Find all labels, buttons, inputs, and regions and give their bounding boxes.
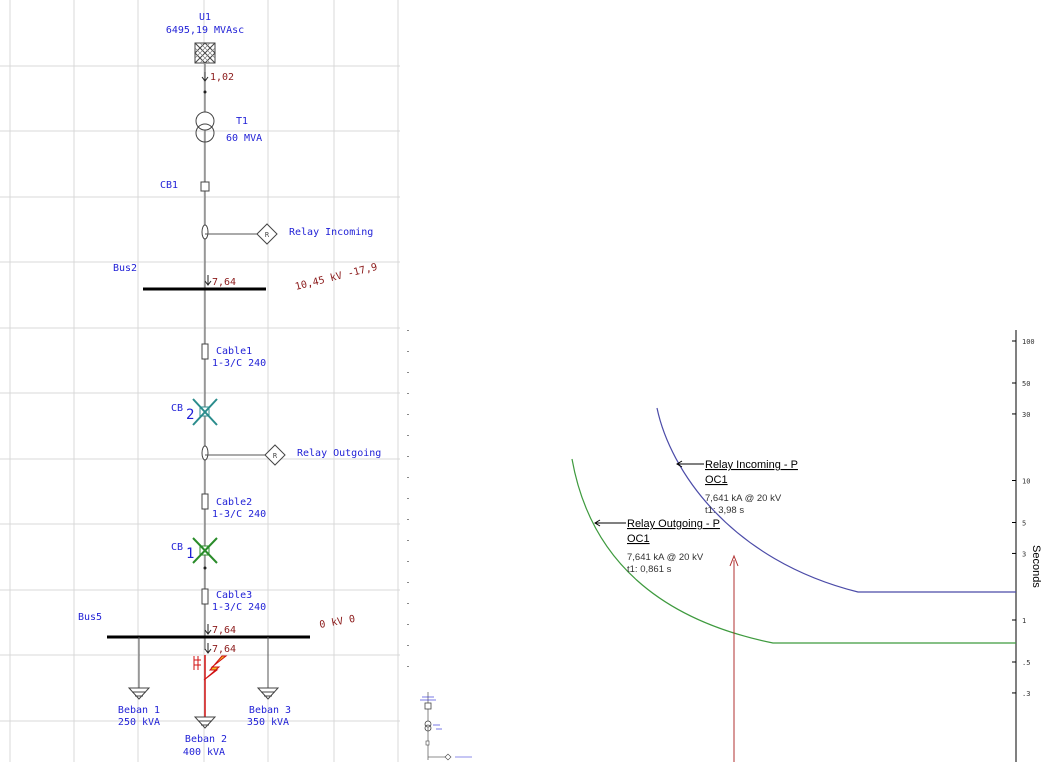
relay-incoming-annotation[interactable]: Relay Incoming - P OC1 7,641 kA @ 20 kV … bbox=[676, 459, 798, 516]
load2-ground-icon[interactable] bbox=[193, 716, 217, 729]
current-arrow-icon bbox=[204, 643, 212, 654]
load1-name: Beban 1 bbox=[118, 705, 160, 716]
load1-rating: 250 kVA bbox=[118, 717, 160, 728]
tcc-y-axis-label: Seconds bbox=[1030, 545, 1042, 588]
utility-source-icon[interactable] bbox=[194, 42, 216, 64]
cb1-breaker-icon[interactable] bbox=[200, 181, 210, 192]
ct-incoming-icon[interactable] bbox=[201, 224, 209, 240]
tcc-y-tick-label: 100 bbox=[1022, 338, 1035, 346]
cable2-spec: 1-3/C 240 bbox=[212, 509, 266, 520]
relay-incoming-label: Relay Incoming bbox=[289, 227, 373, 238]
load3-rating: 350 kVA bbox=[247, 717, 289, 728]
tcc-y-tick-label: .5 bbox=[1022, 659, 1030, 667]
tcc-canvas[interactable]: 100 50 30 10 5 3 1 .5 .3 Seconds Relay Incoming … bbox=[400, 0, 1048, 762]
load2-rating: 400 kVA bbox=[183, 747, 225, 758]
relay-outgoing-subtitle: OC1 bbox=[627, 533, 650, 545]
fault-current-marker[interactable] bbox=[729, 554, 739, 762]
relay-outgoing-label: Relay Outgoing bbox=[297, 448, 381, 459]
bus5-label: Bus5 bbox=[78, 612, 102, 623]
svg-text:R: R bbox=[265, 231, 270, 239]
load2-name: Beban 2 bbox=[185, 734, 227, 745]
fault-lightning-icon[interactable] bbox=[193, 655, 228, 718]
current-arrow-icon bbox=[204, 275, 212, 286]
one-line-diagram[interactable]: U1 6495,19 MVAsc 1,02 T1 60 MVA CB1 R Re… bbox=[0, 0, 400, 762]
cb2-prefix: CB bbox=[171, 403, 183, 414]
transformer-icon[interactable] bbox=[195, 111, 215, 143]
load3-ground-icon[interactable] bbox=[256, 637, 280, 700]
tcc-y-tick-label: 5 bbox=[1022, 519, 1026, 527]
cable1-icon[interactable] bbox=[201, 343, 209, 360]
tcc-y-tick-label: 10 bbox=[1022, 478, 1030, 486]
load1-ground-icon[interactable] bbox=[127, 637, 151, 700]
bus5-current-fault: 7,64 bbox=[212, 644, 236, 655]
cable3-name: Cable3 bbox=[216, 590, 252, 601]
bus5-voltage: 0 kV 0 bbox=[319, 614, 356, 631]
transformer-rating: 60 MVA bbox=[226, 133, 262, 144]
current-arrow-icon bbox=[201, 72, 209, 82]
bus2-voltage: 10,45 kV -17,9 bbox=[294, 262, 378, 293]
cb3-number: 1 bbox=[186, 546, 194, 562]
relay-incoming-t1: t1: 3,98 s bbox=[705, 505, 744, 516]
bus5-current-in: 7,64 bbox=[212, 625, 236, 636]
relay-incoming-title: Relay Incoming - P bbox=[705, 459, 798, 471]
source-name: U1 bbox=[199, 12, 211, 23]
tcc-y-tick-label: 3 bbox=[1022, 550, 1026, 558]
cable1-spec: 1-3/C 240 bbox=[212, 358, 266, 369]
tcc-y-ticks: 100 50 30 10 5 3 1 .5 .3 bbox=[1012, 338, 1035, 698]
current-arrow-icon bbox=[204, 624, 212, 635]
one-line-canvas[interactable]: U1 6495,19 MVAsc 1,02 T1 60 MVA CB1 R Re… bbox=[0, 0, 400, 762]
diagram-minimap-thumbnail[interactable] bbox=[420, 692, 472, 761]
tcc-y-tick-label: 50 bbox=[1022, 380, 1030, 388]
tcc-y-tick-label: .3 bbox=[1022, 690, 1030, 698]
relay-incoming-curve[interactable] bbox=[656, 407, 1016, 593]
source-current: 1,02 bbox=[210, 72, 234, 83]
cable2-name: Cable2 bbox=[216, 497, 252, 508]
node-dot-icon bbox=[203, 566, 207, 570]
cable3-icon[interactable] bbox=[201, 588, 209, 605]
bus2-label: Bus2 bbox=[113, 263, 137, 274]
cb3-closed-breaker-icon[interactable] bbox=[192, 537, 218, 564]
tcc-y-tick-label: 1 bbox=[1022, 617, 1026, 625]
tcc-plot-view[interactable]: 100 50 30 10 5 3 1 .5 .3 Seconds Relay Incoming … bbox=[400, 0, 1048, 762]
cable3-spec: 1-3/C 240 bbox=[212, 602, 266, 613]
transformer-name: T1 bbox=[236, 116, 248, 127]
relay-outgoing-curve[interactable] bbox=[571, 458, 1016, 644]
bus2-current: 7,64 bbox=[212, 277, 236, 288]
relay-outgoing-annotation[interactable]: Relay Outgoing - P OC1 7,641 kA @ 20 kV … bbox=[594, 518, 720, 575]
cb3-prefix: CB bbox=[171, 542, 183, 553]
tcc-y-tick-label: 30 bbox=[1022, 411, 1030, 419]
load3-name: Beban 3 bbox=[249, 705, 291, 716]
relay-incoming-info: 7,641 kA @ 20 kV bbox=[705, 493, 782, 504]
svg-text:R: R bbox=[273, 452, 278, 460]
source-rating: 6495,19 MVAsc bbox=[166, 25, 244, 36]
relay-outgoing-info: 7,641 kA @ 20 kV bbox=[627, 552, 704, 563]
cb1-label: CB1 bbox=[160, 180, 178, 191]
relay-outgoing-t1: t1: 0,861 s bbox=[627, 564, 672, 575]
cb2-number: 2 bbox=[186, 407, 194, 423]
relay-incoming-subtitle: OC1 bbox=[705, 474, 728, 486]
node-dot-icon bbox=[203, 90, 207, 94]
cable1-name: Cable1 bbox=[216, 346, 252, 357]
relay-outgoing-title: Relay Outgoing - P bbox=[627, 518, 720, 530]
ct-outgoing-icon[interactable] bbox=[201, 445, 209, 461]
relay-outgoing-icon[interactable]: R bbox=[264, 444, 286, 466]
cable2-icon[interactable] bbox=[201, 493, 209, 510]
cb2-tripped-breaker-icon[interactable] bbox=[192, 398, 218, 426]
relay-incoming-icon[interactable]: R bbox=[256, 223, 278, 245]
